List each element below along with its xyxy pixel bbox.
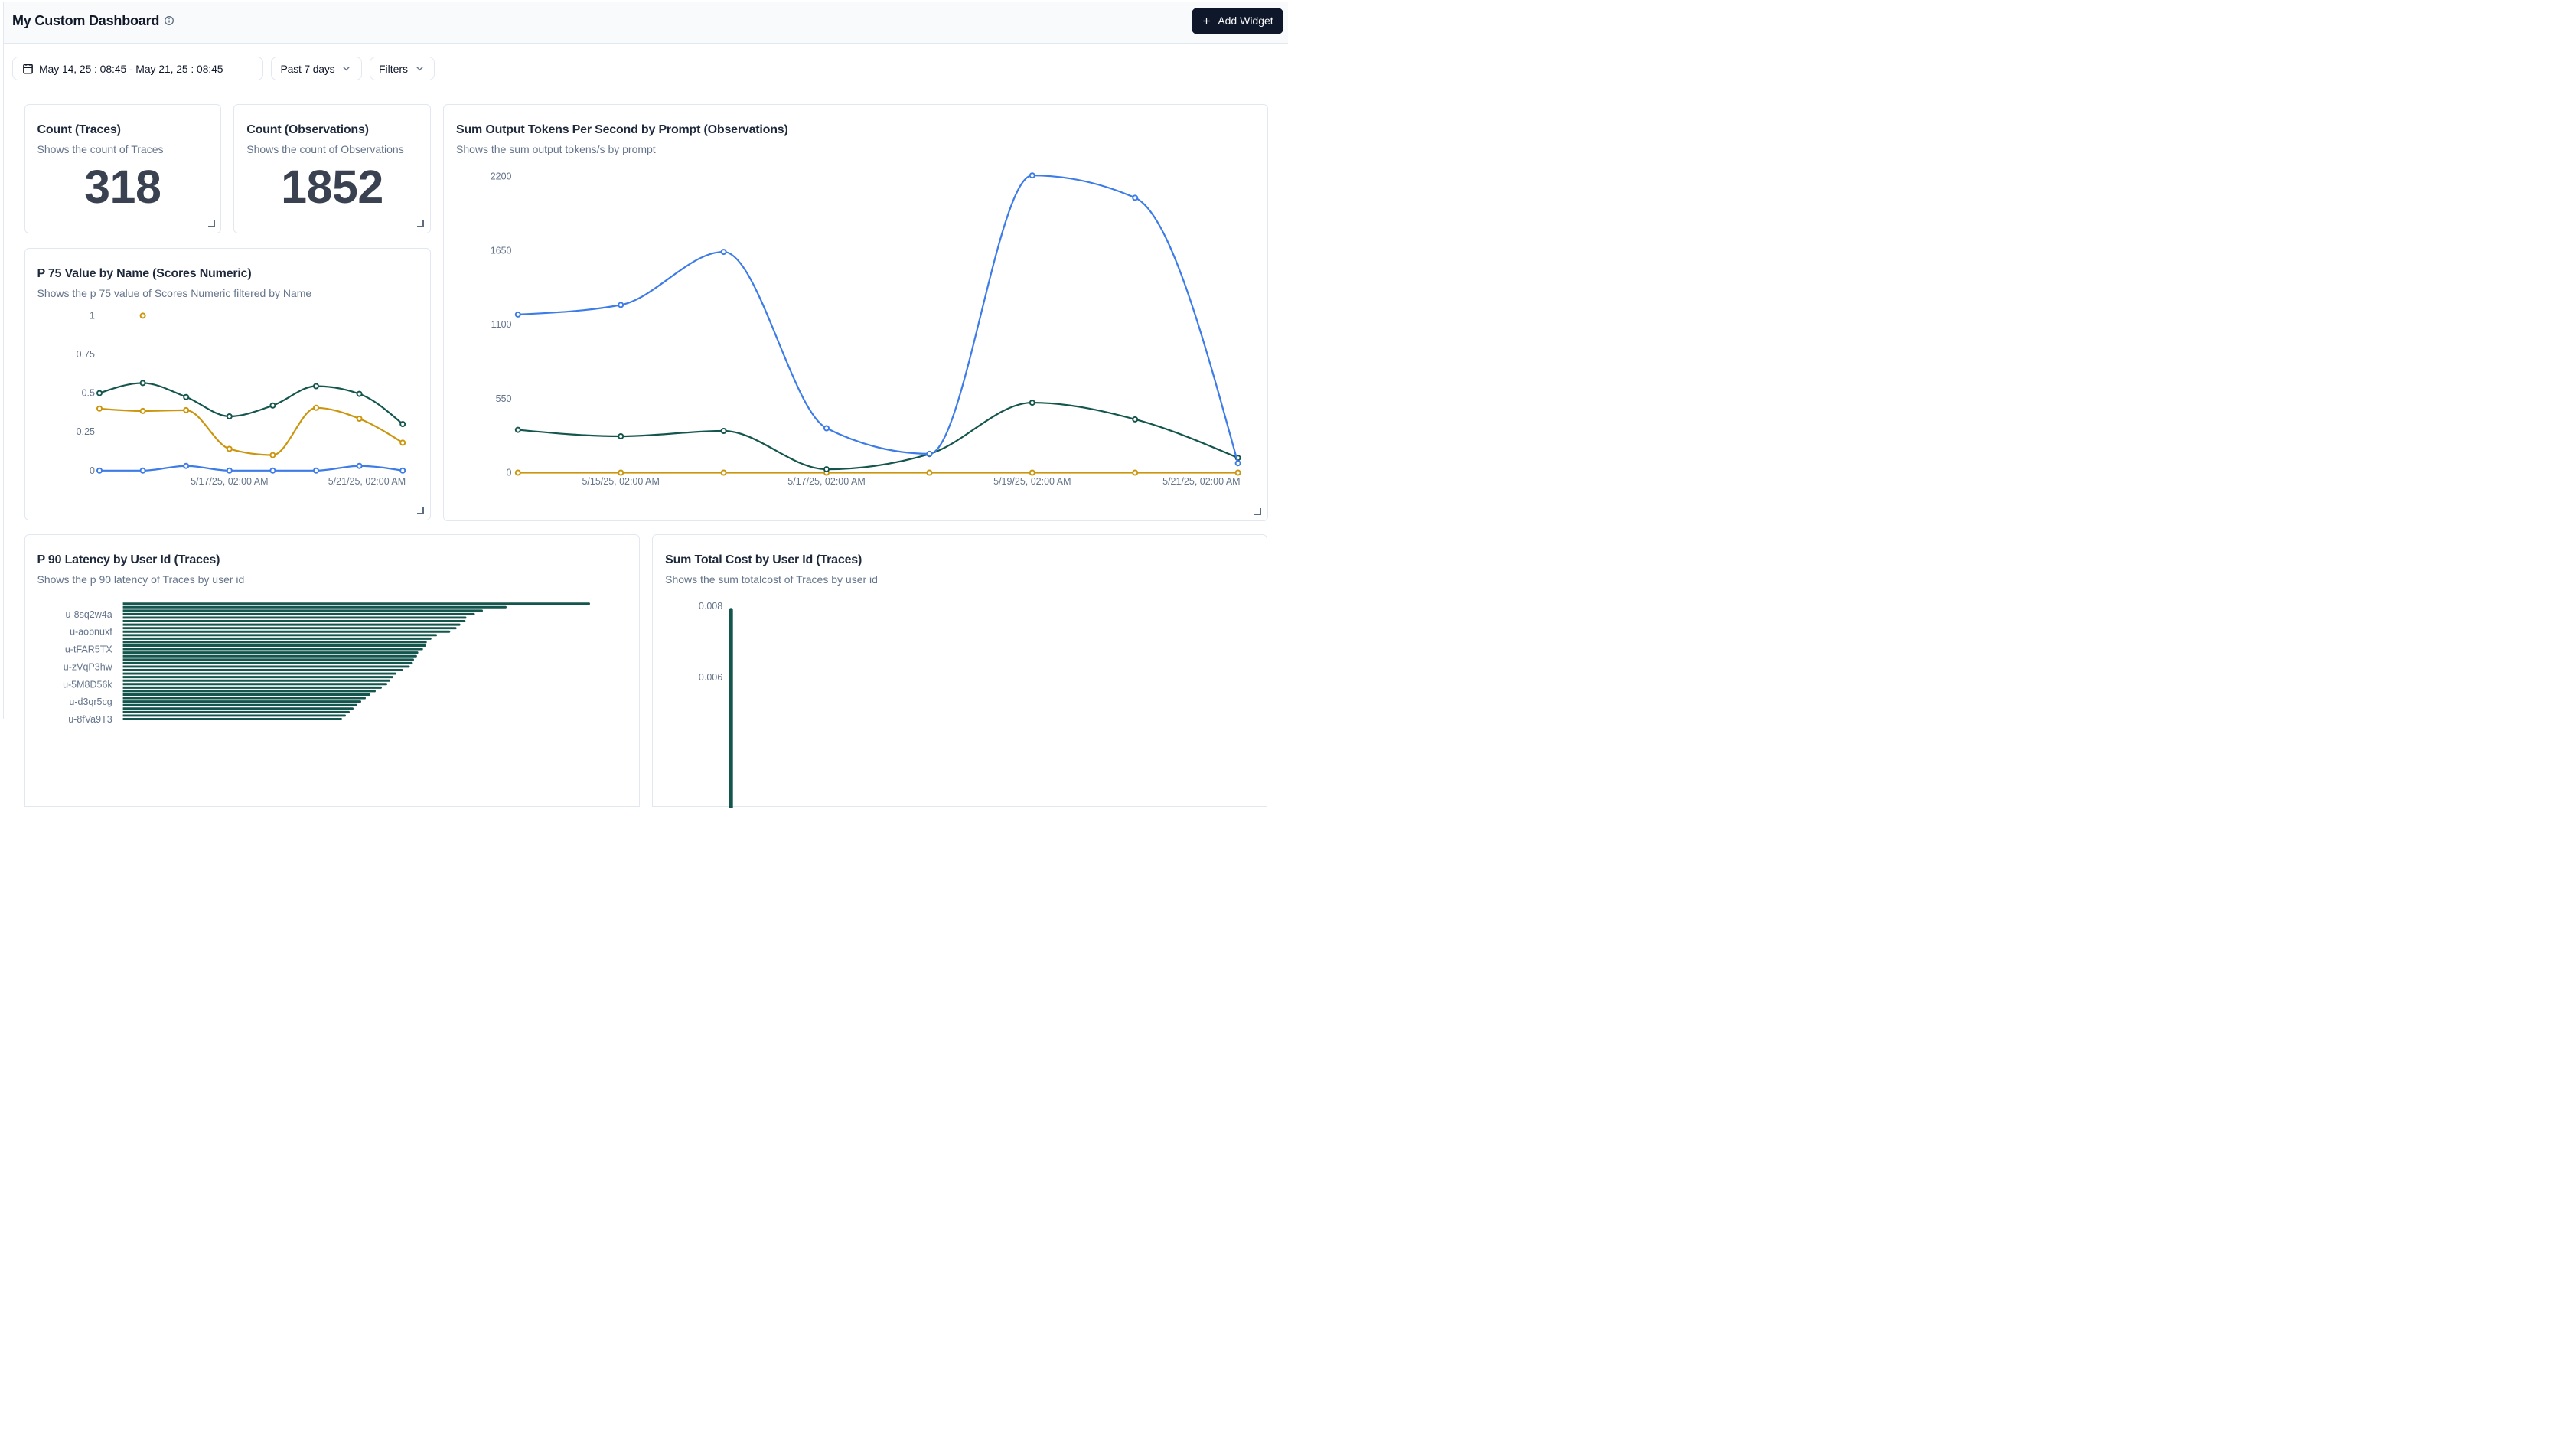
- svg-text:u-tFAR5TX: u-tFAR5TX: [64, 644, 112, 655]
- svg-text:2200: 2200: [491, 171, 512, 181]
- svg-text:0.75: 0.75: [76, 349, 94, 360]
- svg-text:u-8sq2w4a: u-8sq2w4a: [65, 609, 112, 620]
- svg-text:5/19/25, 02:00 AM: 5/19/25, 02:00 AM: [993, 475, 1071, 486]
- svg-text:0.006: 0.006: [699, 672, 722, 683]
- svg-text:u-aobnuxf: u-aobnuxf: [70, 627, 112, 638]
- svg-text:0.25: 0.25: [76, 426, 94, 437]
- svg-text:550: 550: [496, 393, 512, 403]
- svg-text:5/15/25, 02:00 AM: 5/15/25, 02:00 AM: [582, 475, 659, 486]
- svg-text:1650: 1650: [491, 245, 512, 256]
- svg-text:1100: 1100: [491, 319, 512, 330]
- svg-text:u-zVqP3hw: u-zVqP3hw: [63, 661, 112, 672]
- svg-text:5/21/25, 02:00 AM: 5/21/25, 02:00 AM: [328, 476, 405, 487]
- svg-text:u-d3qr5cg: u-d3qr5cg: [69, 697, 112, 707]
- svg-text:0: 0: [507, 467, 512, 478]
- svg-text:0.5: 0.5: [81, 387, 94, 398]
- svg-text:5/17/25, 02:00 AM: 5/17/25, 02:00 AM: [787, 475, 865, 486]
- svg-text:0.008: 0.008: [699, 601, 722, 612]
- svg-text:5/21/25, 02:00 AM: 5/21/25, 02:00 AM: [1162, 475, 1240, 486]
- svg-text:u-5M8D56k: u-5M8D56k: [63, 679, 112, 690]
- svg-text:0: 0: [90, 465, 95, 476]
- svg-text:u-8fVa9T3: u-8fVa9T3: [68, 714, 112, 725]
- svg-text:1: 1: [90, 310, 95, 321]
- svg-text:5/17/25, 02:00 AM: 5/17/25, 02:00 AM: [191, 476, 268, 487]
